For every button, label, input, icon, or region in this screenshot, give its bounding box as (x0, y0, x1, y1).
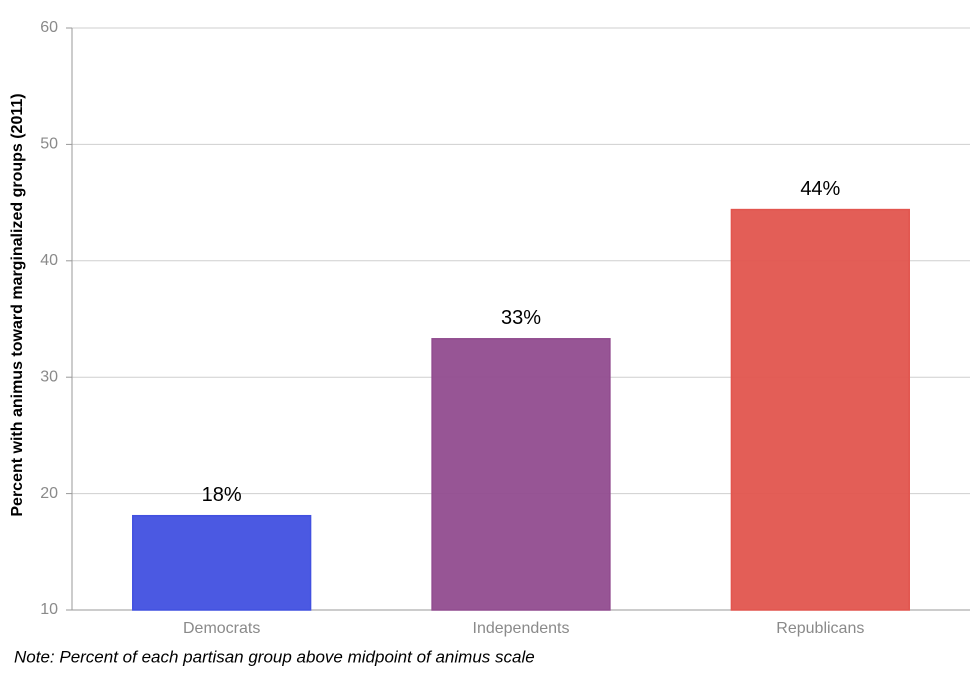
y-axis-label: Percent with animus toward marginalized … (9, 93, 26, 516)
y-tick-label: 60 (40, 19, 58, 36)
bar (730, 208, 910, 611)
y-tick-label: 40 (40, 252, 58, 269)
x-tick-label: Republicans (776, 620, 864, 637)
x-tick-label: Democrats (183, 620, 260, 637)
bar (132, 514, 312, 611)
value-label: 44% (800, 178, 840, 200)
y-tick-label: 10 (40, 601, 58, 618)
value-label: 33% (501, 307, 541, 329)
note: Note: Percent of each partisan group abo… (14, 647, 535, 666)
y-tick-label: 30 (40, 368, 58, 385)
y-tick-label: 50 (40, 136, 58, 153)
x-tick-label: Independents (473, 620, 570, 637)
y-tick-label: 20 (40, 485, 58, 502)
bar (431, 338, 611, 611)
value-label: 18% (202, 484, 242, 506)
